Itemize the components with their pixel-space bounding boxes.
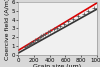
Point	[42, 35, 44, 36]
Point	[83, 13, 84, 14]
Point	[31, 42, 32, 44]
Point	[24, 47, 26, 48]
X-axis label: Grain size (µm): Grain size (µm)	[33, 64, 82, 67]
Point	[33, 41, 34, 42]
Point	[39, 37, 40, 38]
Point	[37, 38, 39, 39]
Point	[59, 26, 61, 27]
Point	[88, 10, 89, 11]
Point	[77, 16, 79, 17]
Point	[29, 43, 31, 44]
Point	[40, 36, 42, 37]
Point	[26, 46, 28, 47]
Point	[28, 44, 29, 45]
Point	[53, 29, 54, 30]
Point	[56, 27, 57, 29]
Point	[63, 24, 65, 25]
Point	[93, 8, 95, 9]
Point	[67, 21, 69, 22]
Point	[34, 40, 36, 41]
Y-axis label: Coercive field (A/m): Coercive field (A/m)	[5, 0, 10, 60]
Point	[50, 30, 51, 31]
Point	[47, 31, 48, 33]
Point	[36, 39, 37, 40]
Point	[44, 33, 46, 34]
Point	[72, 18, 73, 19]
